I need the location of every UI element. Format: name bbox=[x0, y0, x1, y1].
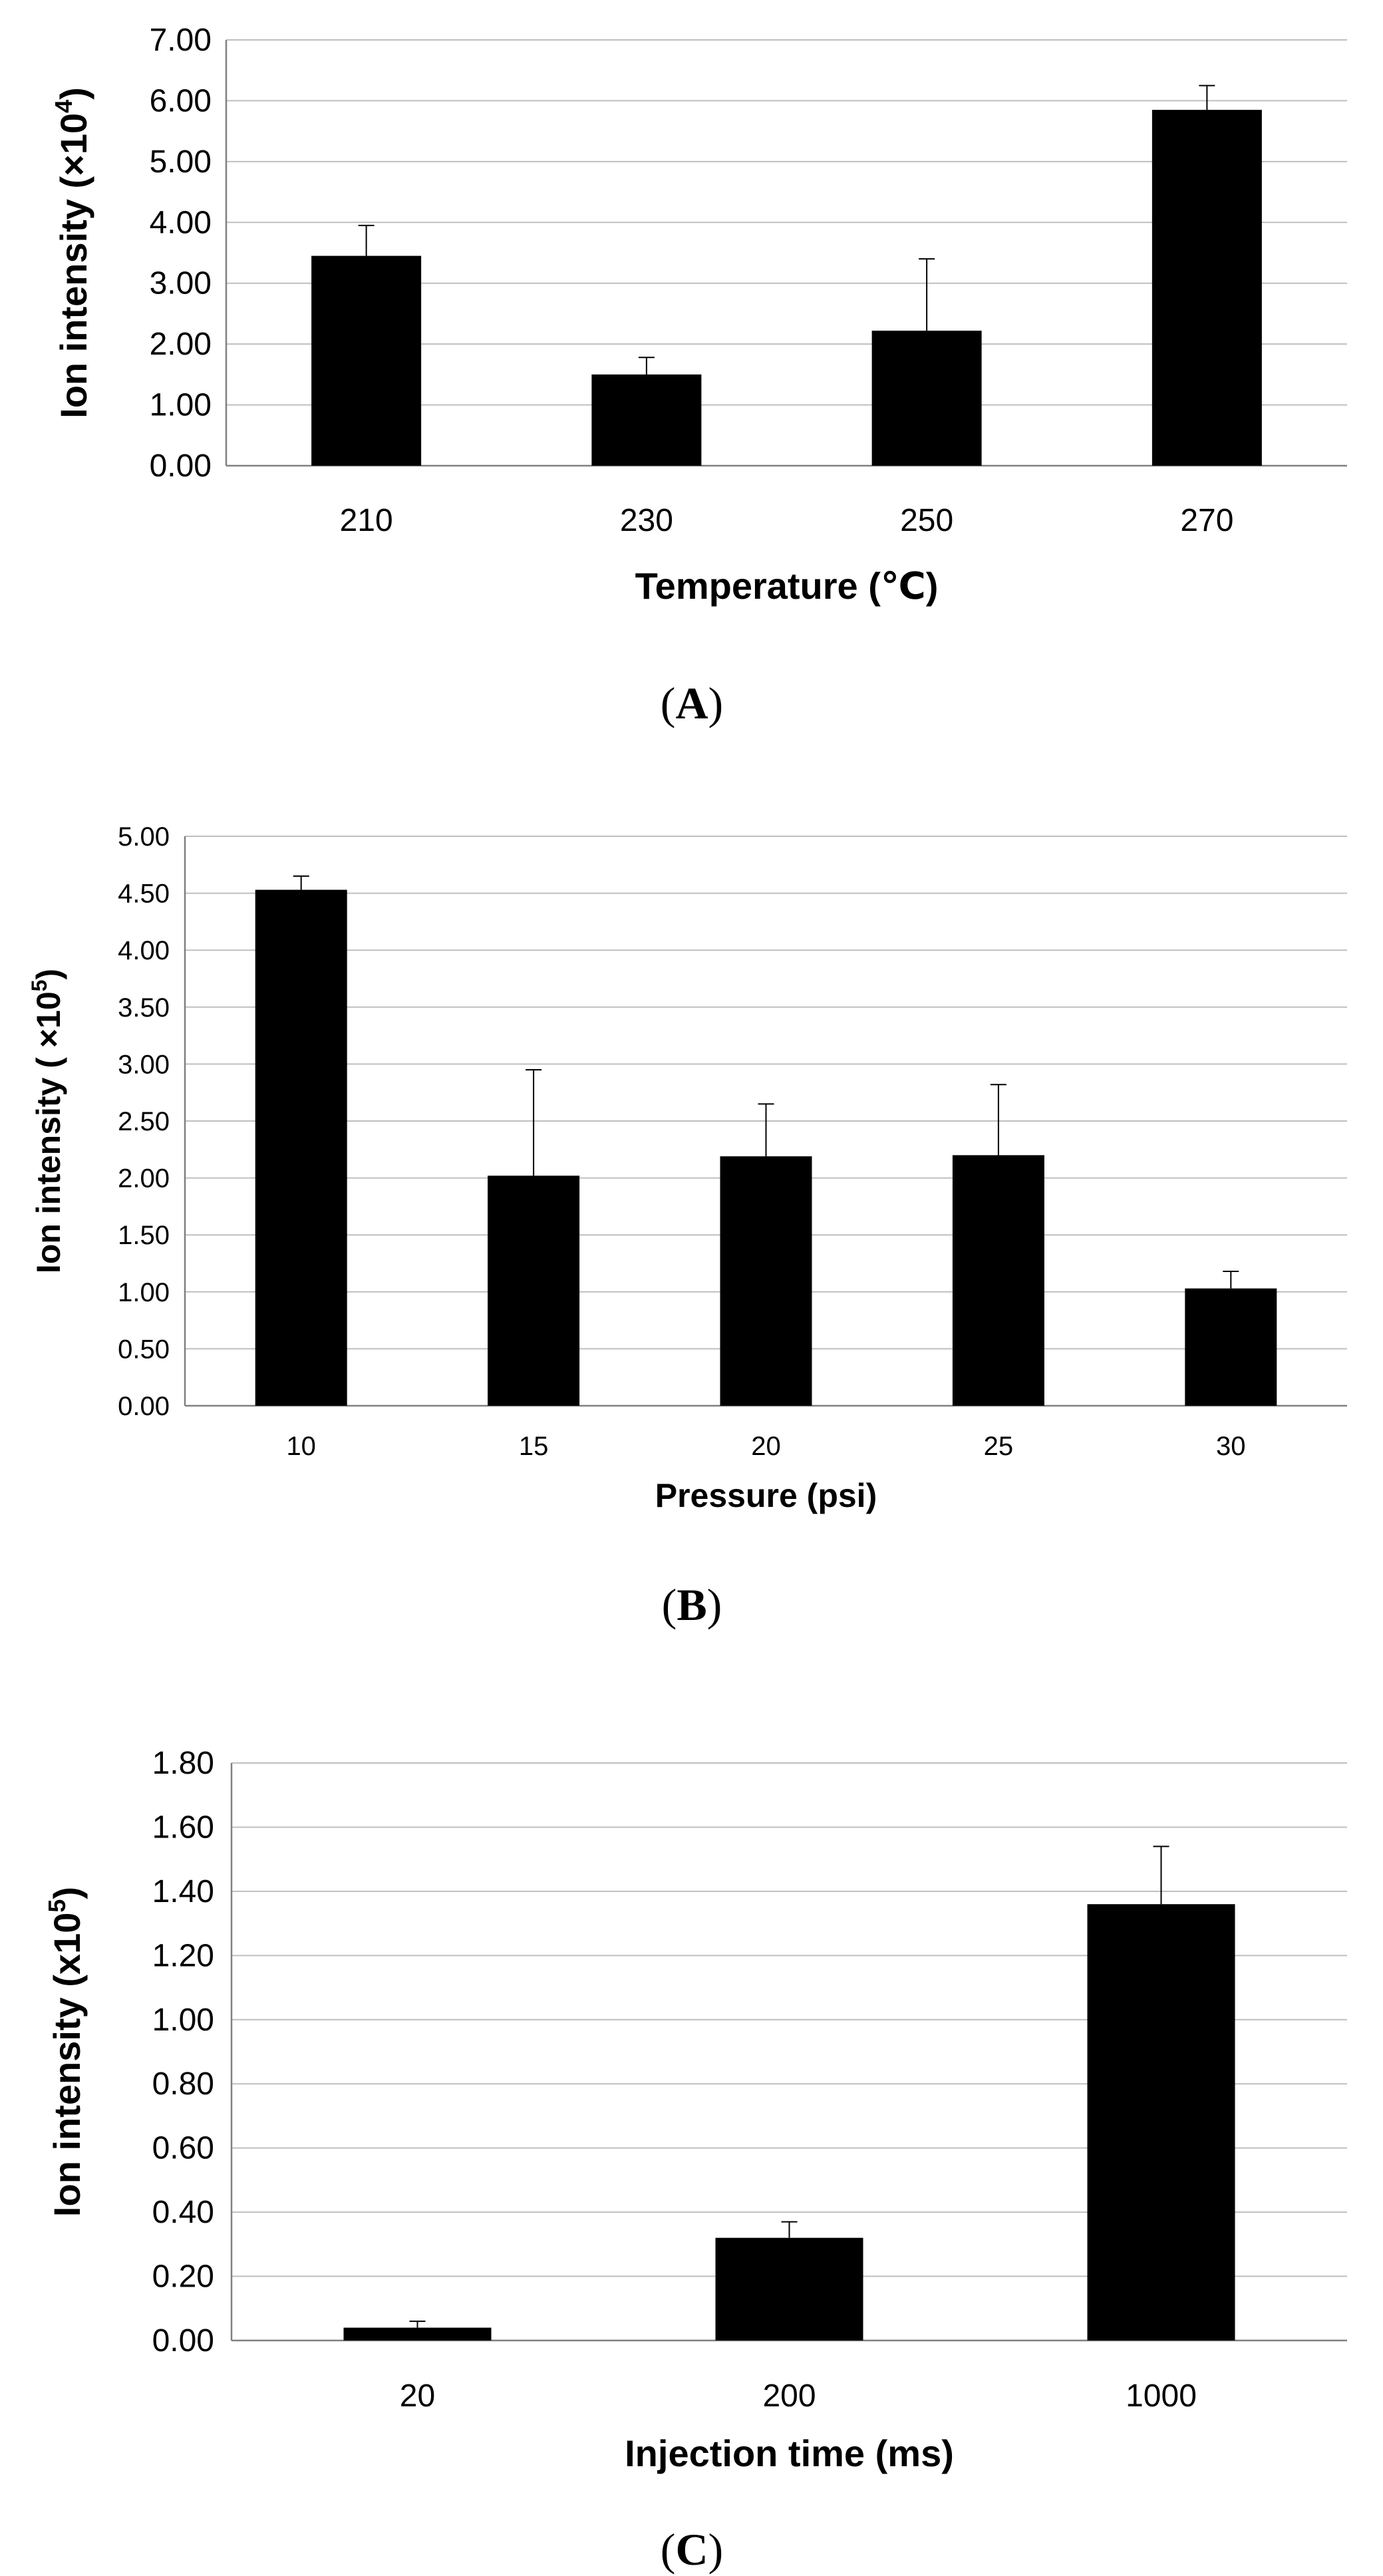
panel-caption-b: (B) bbox=[662, 1579, 722, 1630]
x-tick-label: 15 bbox=[519, 1432, 549, 1461]
error-bar-1000 bbox=[1153, 1846, 1169, 1905]
y-axis-title: Ion intensity ( ×105) bbox=[27, 969, 67, 1273]
x-tick-label: 230 bbox=[620, 503, 673, 538]
y-tick-label: 1.80 bbox=[152, 1746, 214, 1781]
bar-25 bbox=[952, 1155, 1044, 1406]
bar-20 bbox=[343, 2327, 492, 2340]
y-tick-label: 2.00 bbox=[118, 1164, 170, 1194]
error-bar-250 bbox=[919, 258, 935, 331]
y-axis-title: Ion intensity (×104) bbox=[50, 87, 94, 418]
x-axis-title: Injection time (ms) bbox=[625, 2432, 954, 2474]
x-tick-label: 25 bbox=[984, 1432, 1014, 1461]
x-tick-label: 250 bbox=[900, 503, 953, 538]
bar-1000 bbox=[1087, 1904, 1235, 2340]
x-tick-label: 200 bbox=[762, 2378, 816, 2414]
x-axis-title: Temperature (℃) bbox=[635, 565, 939, 607]
chart-panel-c: 0.00 0.20 0.40 0.60 0.80 1.00 1.20 1.40 1.60 1.80… bbox=[43, 1746, 1347, 2575]
y-tick-label: 3.50 bbox=[118, 993, 170, 1023]
bar-30 bbox=[1185, 1288, 1277, 1406]
y-tick-label: 1.00 bbox=[118, 1278, 170, 1307]
y-tick-label: 0.80 bbox=[152, 2066, 214, 2102]
error-bar-200 bbox=[781, 2221, 798, 2238]
bar-15 bbox=[488, 1176, 580, 1406]
error-bar-270 bbox=[1199, 84, 1215, 110]
bar-200 bbox=[715, 2237, 863, 2340]
x-tick-label: 270 bbox=[1180, 503, 1233, 538]
x-tick-label: 1000 bbox=[1126, 2378, 1197, 2414]
y-tick-label: 4.50 bbox=[118, 880, 170, 909]
bar-20 bbox=[720, 1156, 812, 1406]
x-tick-label: 30 bbox=[1216, 1432, 1246, 1461]
y-tick-label: 0.50 bbox=[118, 1335, 170, 1364]
y-tick-label: 1.00 bbox=[152, 2003, 214, 2038]
y-tick-label: 0.40 bbox=[152, 2195, 214, 2230]
y-tick-label: 3.00 bbox=[118, 1050, 170, 1079]
error-bar-230 bbox=[638, 357, 655, 375]
y-tick-label: 0.00 bbox=[118, 1392, 170, 1421]
bar-210 bbox=[311, 255, 422, 466]
bar-10 bbox=[255, 889, 347, 1406]
panel-caption-c: (C) bbox=[661, 2524, 723, 2575]
y-tick-label: 1.20 bbox=[152, 1938, 214, 1973]
y-tick-label: 1.60 bbox=[152, 1810, 214, 1845]
y-tick-label: 0.60 bbox=[152, 2131, 214, 2166]
bar-270 bbox=[1152, 110, 1262, 466]
y-tick-label: 5.00 bbox=[150, 144, 212, 180]
y-tick-label: 6.00 bbox=[150, 83, 212, 118]
y-tick-label: 2.50 bbox=[118, 1107, 170, 1136]
y-tick-label: 1.50 bbox=[118, 1221, 170, 1250]
y-axis-title: Ion intensity (x105) bbox=[43, 1887, 88, 2217]
x-tick-label: 20 bbox=[400, 2378, 435, 2414]
bar-250 bbox=[871, 331, 982, 466]
error-bar-15 bbox=[526, 1068, 542, 1176]
y-tick-label: 4.00 bbox=[118, 936, 170, 965]
chart-panel-a: 0.00 1.00 2.00 3.00 4.00 5.00 6.00 7.00 210 230 25… bbox=[50, 23, 1347, 728]
x-tick-label: 10 bbox=[286, 1432, 316, 1461]
y-tick-label: 5.00 bbox=[118, 822, 170, 852]
bar-230 bbox=[591, 374, 702, 466]
y-tick-label: 1.00 bbox=[150, 388, 212, 423]
y-tick-label: 2.00 bbox=[150, 327, 212, 362]
error-bar-10 bbox=[293, 875, 309, 890]
error-bar-210 bbox=[358, 224, 375, 256]
chart-panel-b: 0.00 0.50 1.00 1.50 2.00 2.50 3.00 3.50 4.00 4.50… bbox=[27, 822, 1347, 1630]
x-axis-title: Pressure (psi) bbox=[655, 1477, 877, 1514]
error-bar-25 bbox=[990, 1084, 1006, 1156]
y-tick-label: 4.00 bbox=[150, 205, 212, 240]
y-tick-label: 3.00 bbox=[150, 266, 212, 301]
y-tick-label: 1.40 bbox=[152, 1874, 214, 1909]
y-tick-label: 0.20 bbox=[152, 2259, 214, 2295]
x-tick-label: 20 bbox=[751, 1432, 781, 1461]
error-bar-20 bbox=[758, 1103, 774, 1157]
x-tick-label: 210 bbox=[340, 503, 393, 538]
y-tick-label: 0.00 bbox=[152, 2323, 214, 2358]
panel-caption-a: (A) bbox=[661, 678, 723, 728]
error-bar-30 bbox=[1223, 1270, 1239, 1289]
y-tick-label: 0.00 bbox=[150, 448, 212, 484]
y-tick-label: 7.00 bbox=[150, 23, 212, 58]
error-bar-20 bbox=[409, 2321, 426, 2328]
